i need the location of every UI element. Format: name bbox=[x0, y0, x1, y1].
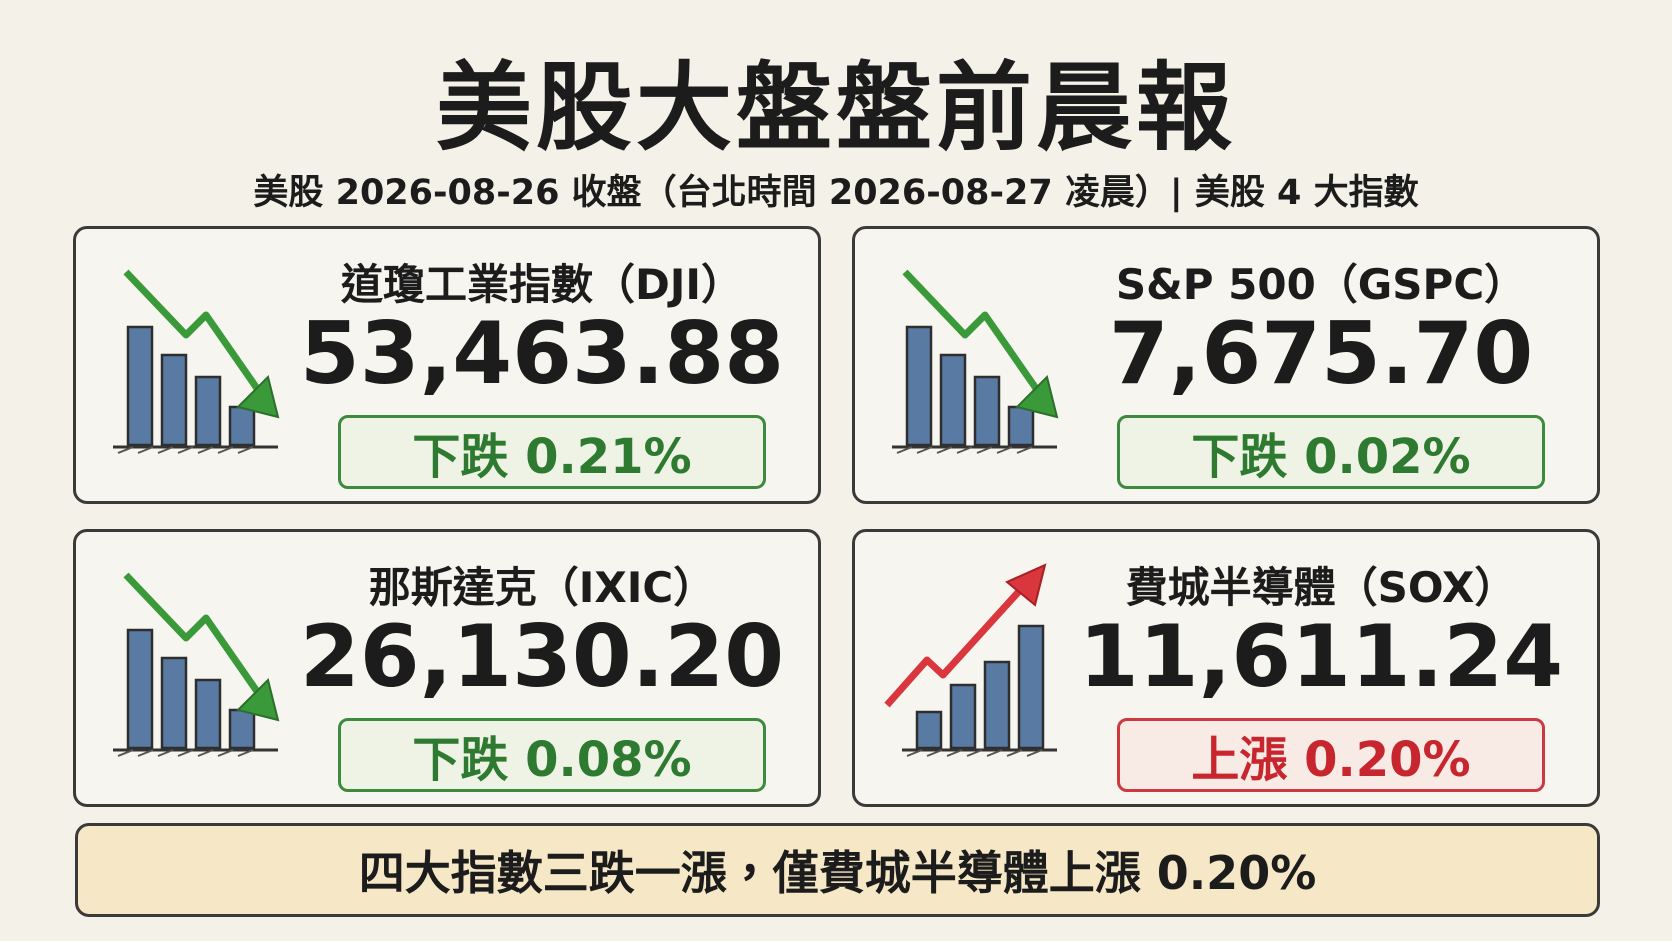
title: 美股大盤盤前晨報 bbox=[436, 52, 1236, 164]
index-value: 53,463.88 bbox=[299, 304, 785, 404]
trend-icon bbox=[877, 257, 1067, 457]
trend-icon bbox=[98, 257, 288, 457]
index-value: 7,675.70 bbox=[1108, 304, 1534, 404]
trend-icon bbox=[98, 560, 288, 760]
trend-graphic bbox=[892, 272, 1057, 453]
index-name: 費城半導體（SOX） bbox=[1125, 563, 1517, 612]
summary: 四大指數三跌一漲，僅費城半導體上漲 0.20% bbox=[75, 823, 1600, 917]
trend-graphic bbox=[113, 575, 278, 756]
index-name: S&P 500（GSPC） bbox=[1115, 260, 1527, 309]
index-value: 26,130.20 bbox=[299, 607, 785, 707]
index-card: 那斯達克（IXIC） 26,130.20 下跌 0.08% bbox=[73, 529, 821, 807]
index-card: 費城半導體（SOX） 11,611.24 上漲 0.20% bbox=[852, 529, 1600, 807]
index-change: 下跌 0.21% bbox=[338, 415, 766, 489]
index-change: 下跌 0.08% bbox=[338, 718, 766, 792]
index-change: 上漲 0.20% bbox=[1117, 718, 1545, 792]
trend-icon bbox=[877, 560, 1067, 760]
subtitle: 美股 2026-08-26 收盤（台北時間 2026-08-27 凌晨）| 美股… bbox=[253, 173, 1419, 213]
index-name: 那斯達克（IXIC） bbox=[368, 563, 716, 612]
trend-graphic bbox=[887, 565, 1057, 756]
index-name: 道瓊工業指數（DJI） bbox=[340, 260, 744, 309]
index-card: 道瓊工業指數（DJI） 53,463.88 下跌 0.21% bbox=[73, 226, 821, 504]
trend-graphic bbox=[113, 272, 278, 453]
index-value: 11,611.24 bbox=[1078, 607, 1564, 707]
index-card: S&P 500（GSPC） 7,675.70 下跌 0.02% bbox=[852, 226, 1600, 504]
index-change: 下跌 0.02% bbox=[1117, 415, 1545, 489]
